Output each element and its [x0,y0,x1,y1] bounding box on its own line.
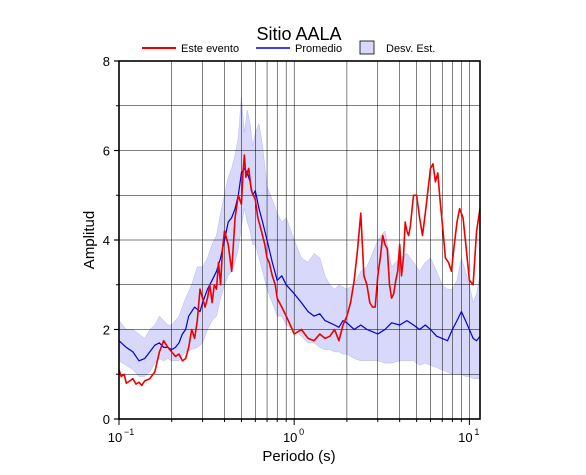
series-este-evento-line [118,154,481,387]
y-axis-label: Amplitud [81,211,98,269]
x-tick-exponent: −1 [124,427,134,437]
x-tick-label: 10 [283,430,297,445]
series-promedio-line [118,167,481,362]
legend-mean-label: Promedio [295,43,342,55]
y-tick-label: 8 [103,54,110,69]
y-tick-label: 0 [103,412,110,427]
std-band-layer [118,96,481,379]
std-band-area [118,96,481,379]
legend-std-swatch [359,40,375,55]
x-tick-label: 10 [108,430,122,445]
x-tick-exponent: 1 [474,427,479,437]
y-tick-label: 6 [103,144,110,159]
x-axis-label: Periodo (s) [262,448,335,465]
series-layer [118,154,481,387]
legend-event-label: Este evento [181,43,239,55]
y-tick-label: 2 [103,323,110,338]
chart-title: Sitio AALA [256,24,341,44]
legend: Este evento Promedio Desv. Est. [142,40,435,55]
x-tick-label: 10 [458,430,472,445]
grid-layer [119,61,480,419]
legend-std-label: Desv. Est. [386,43,435,55]
x-tick-exponent: 0 [299,427,304,437]
y-tick-label: 4 [103,233,110,248]
